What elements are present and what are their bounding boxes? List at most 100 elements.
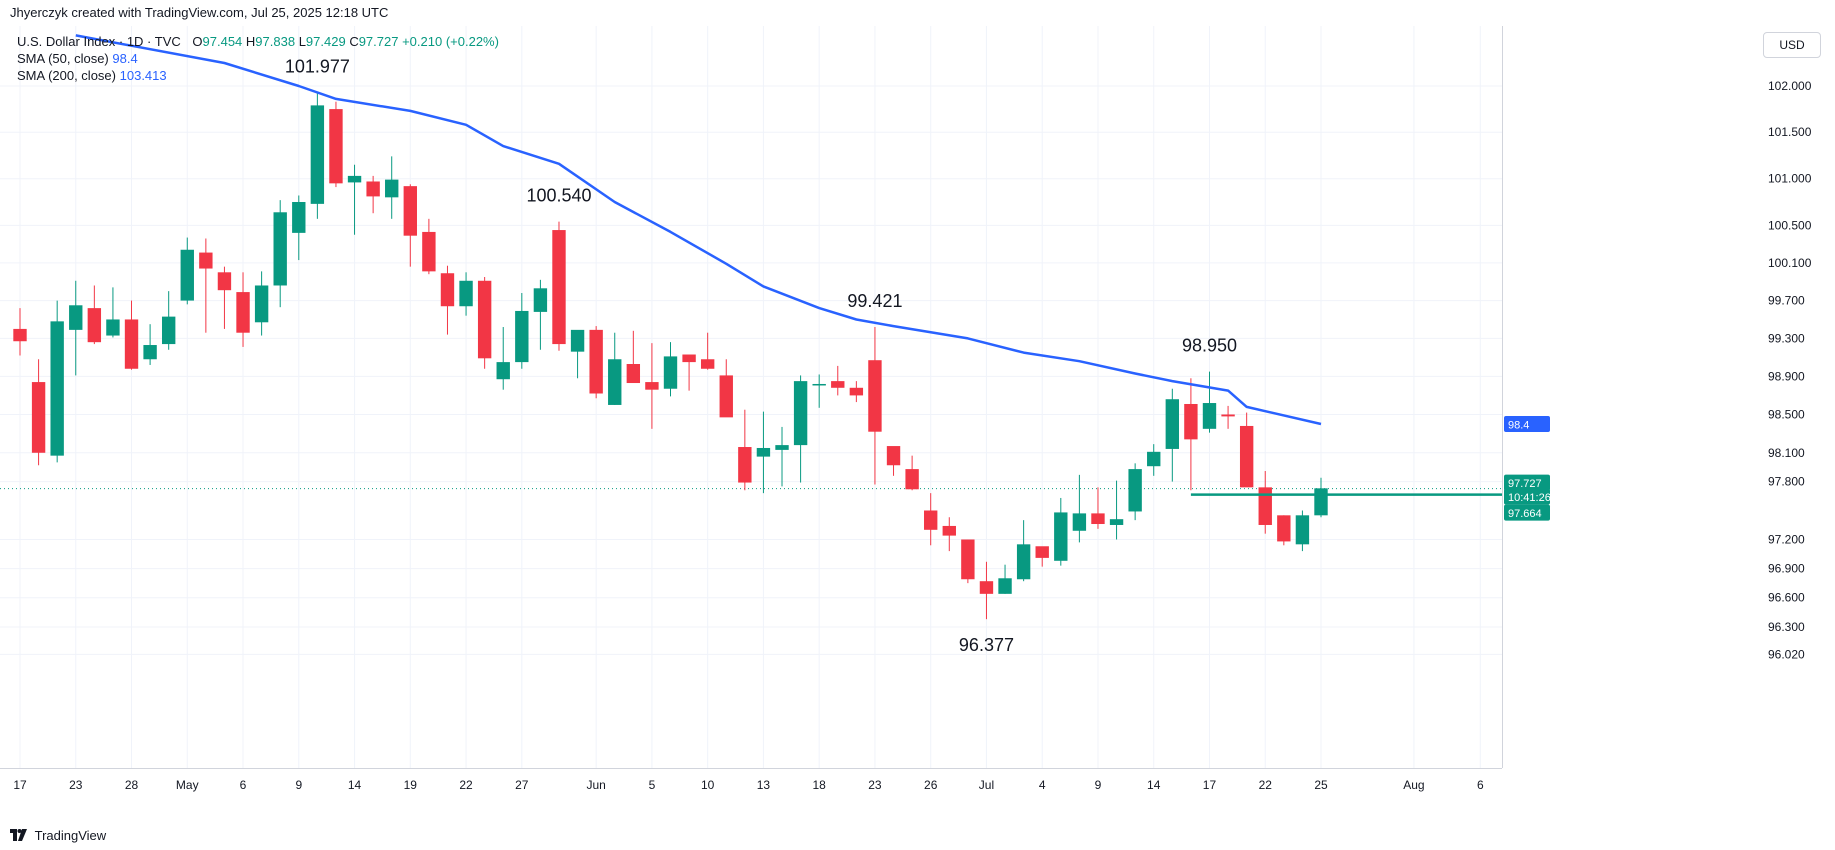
price-chart[interactable]: 102.000 101.500 101.000 100.500 100.100 99.70…: [0, 26, 1835, 822]
candle-body[interactable]: [50, 321, 64, 456]
candle-body[interactable]: [700, 359, 715, 369]
candle-body[interactable]: [1072, 513, 1087, 531]
candle-body[interactable]: [124, 319, 139, 369]
candle-body[interactable]: [961, 539, 975, 580]
candle-body[interactable]: [793, 381, 808, 446]
candle-body[interactable]: [329, 109, 343, 184]
candle-body[interactable]: [1277, 515, 1291, 542]
countdown-tag: 10:41:26: [1508, 492, 1551, 504]
candle-body[interactable]: [180, 249, 194, 301]
x-tick-label: 18: [813, 778, 827, 792]
x-tick-label: 6: [240, 778, 247, 792]
x-tick-label: 9: [295, 778, 302, 792]
open-label: O: [192, 34, 203, 49]
x-tick-label: 5: [649, 778, 656, 792]
candle-body[interactable]: [1016, 544, 1031, 580]
legend-sma50-row[interactable]: SMA (50, close) 98.4: [17, 50, 499, 67]
candle-body[interactable]: [310, 105, 325, 204]
candle-body[interactable]: [292, 202, 306, 233]
y-tick-label: 96.300: [1768, 620, 1805, 634]
candle-body[interactable]: [143, 345, 157, 360]
candle-body[interactable]: [347, 175, 362, 183]
candle-body[interactable]: [106, 319, 120, 336]
currency-button[interactable]: USD: [1763, 32, 1821, 58]
candle-body[interactable]: [924, 510, 938, 530]
candle-body[interactable]: [868, 360, 882, 432]
candle-body[interactable]: [1054, 512, 1068, 561]
last-price-tag: 97.727: [1508, 478, 1542, 490]
candle-body[interactable]: [69, 305, 83, 330]
candle-body[interactable]: [459, 280, 473, 307]
close-label: C: [349, 34, 359, 49]
candle-body[interactable]: [403, 186, 417, 236]
candle-body[interactable]: [738, 447, 752, 483]
candle-body[interactable]: [366, 181, 380, 197]
candle-body[interactable]: [87, 308, 102, 343]
candle-body[interactable]: [942, 525, 956, 536]
candle-body[interactable]: [719, 375, 733, 418]
countdown-tag-bg: [1504, 488, 1550, 505]
candle-body[interactable]: [1202, 403, 1217, 429]
candle-body[interactable]: [1165, 399, 1180, 449]
candle-body[interactable]: [570, 329, 585, 352]
last-price-tag-bg: [1504, 474, 1550, 491]
candle-body[interactable]: [775, 445, 789, 450]
candle-body[interactable]: [552, 230, 566, 345]
candle-body[interactable]: [886, 446, 901, 466]
candle-body[interactable]: [831, 381, 845, 388]
candle-body[interactable]: [273, 212, 287, 286]
candle-body[interactable]: [756, 447, 771, 457]
candle-body[interactable]: [422, 231, 436, 272]
candle-body[interactable]: [645, 382, 659, 390]
candle-body[interactable]: [1091, 513, 1105, 525]
candle-body[interactable]: [812, 383, 826, 386]
candle-body[interactable]: [1128, 469, 1142, 512]
legend-symbol-row: U.S. Dollar Index · 1D · TVC O97.454 H97…: [17, 33, 499, 50]
candle-body[interactable]: [682, 354, 696, 363]
sma50-line[interactable]: [75, 34, 1322, 426]
x-tick-label: 27: [515, 778, 529, 792]
price-annotation: 100.540: [526, 186, 591, 206]
candle-body[interactable]: [440, 273, 455, 307]
candle-body[interactable]: [199, 252, 213, 269]
candle-body[interactable]: [385, 179, 399, 198]
candle-body[interactable]: [998, 578, 1012, 594]
candle-body[interactable]: [236, 292, 250, 333]
y-tick-label: 98.500: [1768, 407, 1805, 421]
legend-sma200-row[interactable]: SMA (200, close) 103.413: [17, 67, 499, 84]
candle-body[interactable]: [1314, 488, 1328, 516]
candle-body[interactable]: [31, 382, 46, 453]
tradingview-logo[interactable]: TradingView: [10, 822, 106, 850]
candle-body[interactable]: [254, 285, 269, 323]
candle-body[interactable]: [849, 387, 864, 396]
candle-body[interactable]: [533, 288, 548, 312]
y-tick-label: 100.100: [1768, 256, 1812, 270]
attribution-text: Jhyerczyk created with TradingView.com, …: [10, 5, 389, 20]
candle-body[interactable]: [1035, 546, 1049, 558]
candle-body[interactable]: [13, 328, 27, 342]
sma200-label: SMA (200, close): [17, 68, 116, 83]
candle-body[interactable]: [979, 581, 994, 594]
y-tick-label: 97.200: [1768, 532, 1805, 546]
candle-body[interactable]: [905, 469, 919, 490]
candle-body[interactable]: [217, 272, 232, 291]
candle-body[interactable]: [626, 364, 641, 384]
candle-body[interactable]: [515, 310, 529, 363]
candle-body[interactable]: [1184, 403, 1198, 440]
candle-body[interactable]: [1239, 425, 1254, 488]
x-tick-label: 19: [404, 778, 418, 792]
candle-body[interactable]: [1258, 487, 1272, 525]
candle-body[interactable]: [663, 356, 678, 389]
symbol-name[interactable]: U.S. Dollar Index · 1D · TVC: [17, 34, 181, 49]
candle-body[interactable]: [589, 329, 603, 394]
candle-body[interactable]: [496, 362, 510, 380]
x-tick-label: 17: [13, 778, 27, 792]
candle-body[interactable]: [1221, 414, 1235, 417]
candle-body[interactable]: [1295, 515, 1310, 545]
candle-body[interactable]: [477, 280, 492, 359]
candle-body[interactable]: [1147, 451, 1161, 467]
high-label: H: [245, 34, 256, 49]
candle-body[interactable]: [161, 316, 176, 345]
candle-body[interactable]: [1109, 519, 1124, 525]
candle-body[interactable]: [608, 359, 622, 405]
